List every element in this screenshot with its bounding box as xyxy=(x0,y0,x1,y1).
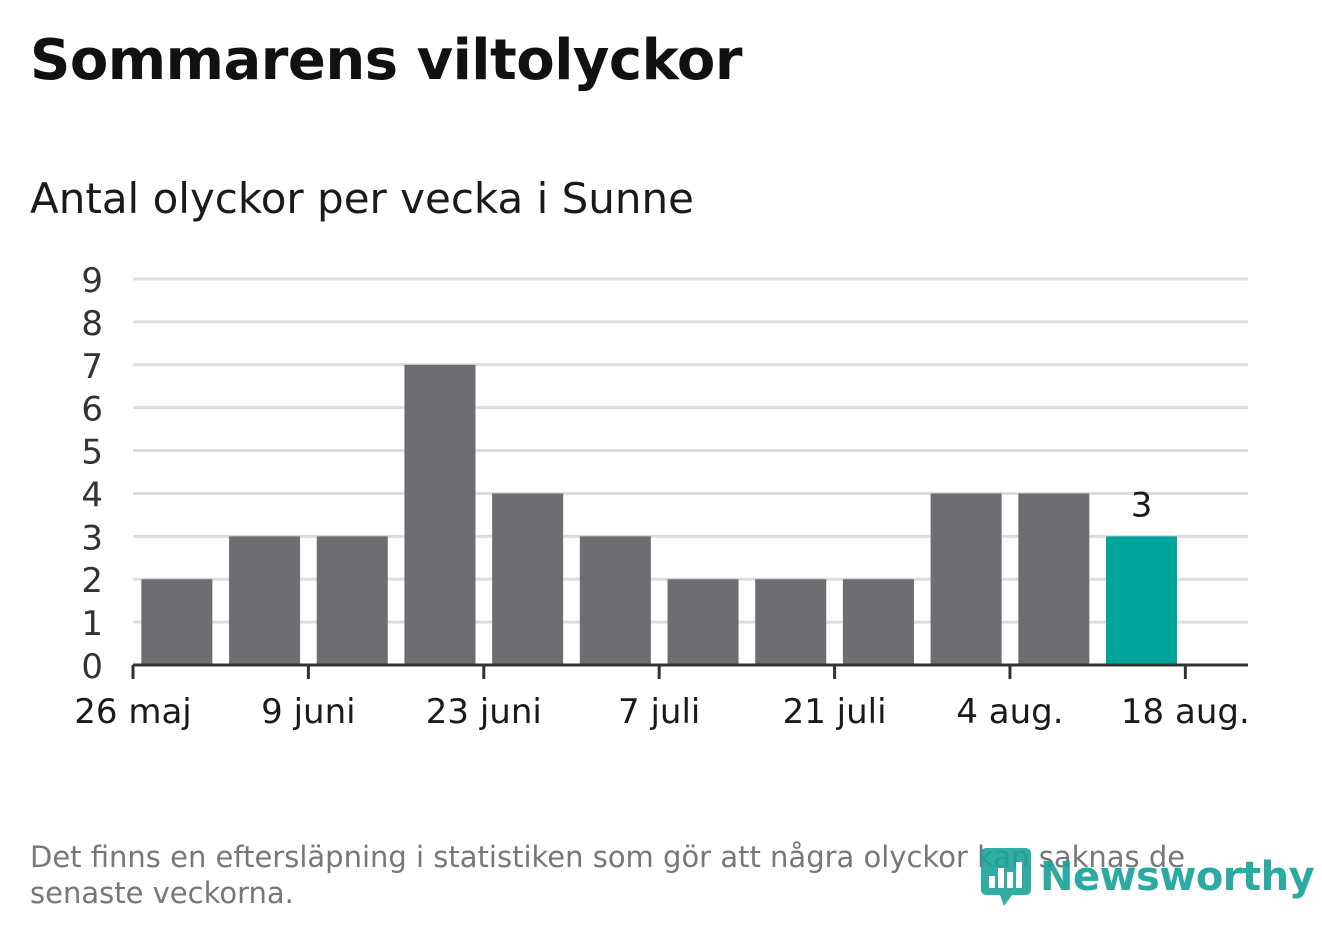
y-tick-label: 1 xyxy=(81,604,103,644)
bar xyxy=(404,364,476,665)
x-tick-label: 18 aug. xyxy=(1121,692,1250,732)
bar xyxy=(1018,493,1090,665)
logo-text: Newsworthy xyxy=(1040,854,1315,900)
bar-value-label: 3 xyxy=(1131,485,1153,525)
x-tick-label: 21 juli xyxy=(783,692,887,732)
bar xyxy=(667,579,739,665)
x-tick-label: 26 maj xyxy=(74,692,191,732)
y-tick-label: 6 xyxy=(81,390,103,430)
y-tick-label: 2 xyxy=(81,561,103,601)
x-tick-label: 4 aug. xyxy=(956,692,1063,732)
bar xyxy=(842,579,914,665)
bar xyxy=(755,579,827,665)
newsworthy-logo[interactable]: Newsworthy xyxy=(980,846,1315,908)
x-axis: 26 maj 9 juni 23 juni 7 juli 21 juli 4 aug. 18… xyxy=(74,663,1250,732)
y-tick-label: 3 xyxy=(81,518,103,558)
bar-highlight xyxy=(1105,536,1178,665)
x-tick-label: 7 juli xyxy=(618,692,700,732)
y-tick-label: 9 xyxy=(81,261,103,301)
bar-chart-bubble-icon xyxy=(981,848,1031,906)
bar xyxy=(579,536,651,665)
chart-title: Sommarens viltolyckor xyxy=(30,28,742,93)
x-tick-label: 9 juni xyxy=(261,692,355,732)
y-tick-label: 0 xyxy=(81,647,103,687)
bar xyxy=(930,493,1002,665)
bar xyxy=(229,536,301,665)
x-tick-label: 23 juni xyxy=(426,692,542,732)
y-tick-label: 7 xyxy=(81,347,103,387)
y-tick-label: 4 xyxy=(81,475,103,515)
bars xyxy=(141,364,1178,665)
bar xyxy=(492,493,564,665)
bar xyxy=(316,536,388,665)
chart-subtitle: Antal olyckor per vecka i Sunne xyxy=(30,174,694,223)
y-tick-label: 8 xyxy=(81,304,103,344)
y-tick-label: 5 xyxy=(81,433,103,473)
bar xyxy=(141,579,213,665)
data-labels: 3 xyxy=(1131,485,1153,525)
